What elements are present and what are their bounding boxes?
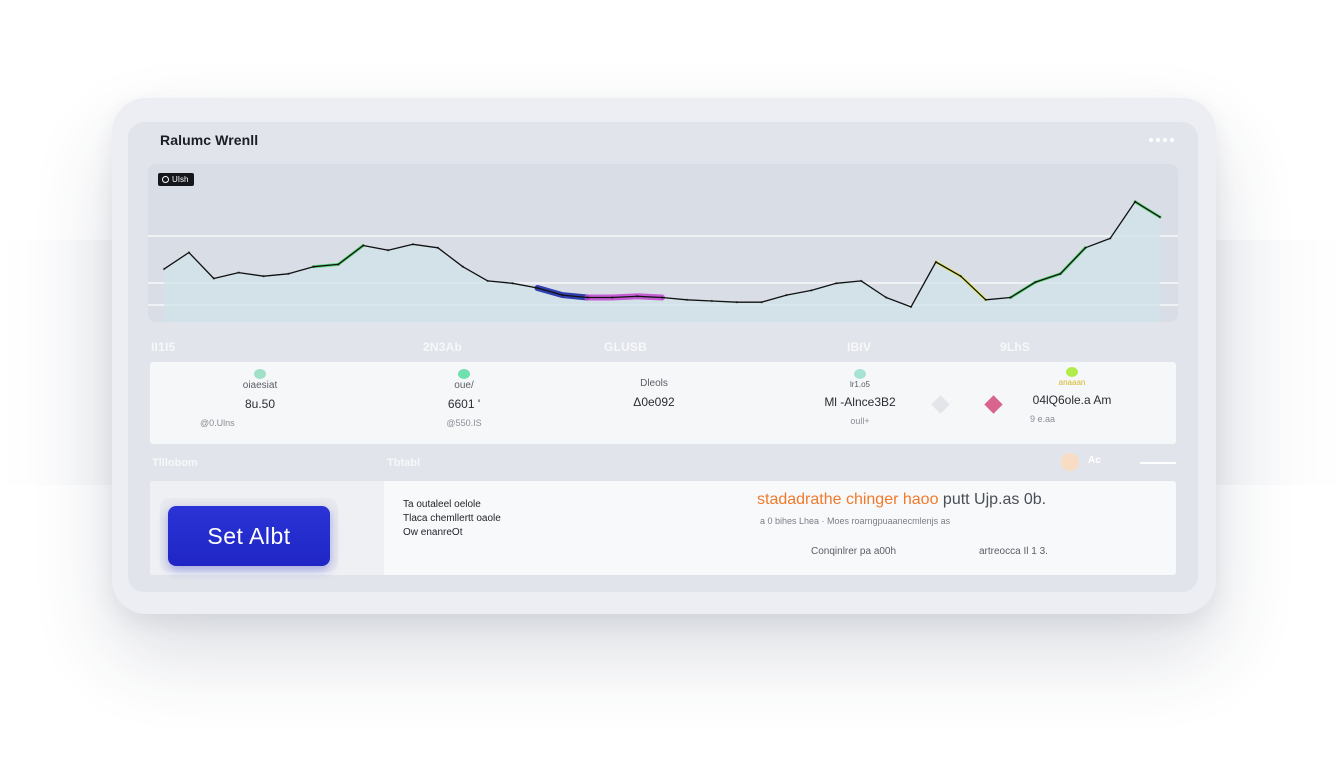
stat-header-4: IBIV bbox=[847, 340, 872, 354]
chart-point bbox=[337, 263, 340, 266]
chart-point bbox=[436, 246, 440, 249]
promo-footer-left[interactable]: Conqinlrer pa a00h bbox=[811, 546, 897, 557]
chart-badge-label: UIsh bbox=[172, 175, 189, 184]
chart-point bbox=[1034, 280, 1037, 284]
chart-point bbox=[934, 260, 938, 264]
stat-value: Ml -Alnce3B2 bbox=[824, 395, 896, 409]
chart-point bbox=[735, 301, 738, 304]
chart-point bbox=[660, 296, 664, 299]
chart-point bbox=[635, 295, 639, 298]
chart-point bbox=[685, 298, 689, 301]
search-icon bbox=[162, 176, 169, 183]
chart-point bbox=[611, 296, 614, 299]
chart-point bbox=[536, 286, 539, 290]
chart-point bbox=[486, 279, 489, 283]
section-header-right: Ac bbox=[1088, 455, 1101, 466]
stat-item-5[interactable]: anaaan 04lQ6ole.a Am 9 e.aa bbox=[1020, 367, 1124, 424]
chart-point bbox=[187, 251, 191, 254]
chart-point bbox=[1059, 272, 1062, 275]
chart-point bbox=[785, 293, 788, 297]
chart-point bbox=[760, 301, 763, 304]
status-dot bbox=[254, 369, 266, 379]
promo-headline: stadadrathe chinger haoo putt Ujp.as 0b. bbox=[757, 491, 1046, 509]
description-line-3: Ow enanreOt bbox=[403, 527, 463, 538]
chart-area-fill bbox=[164, 201, 1160, 322]
chart-point bbox=[362, 244, 365, 247]
stats-card bbox=[150, 362, 1176, 444]
line-chart bbox=[148, 164, 1178, 322]
chart-point bbox=[1109, 237, 1112, 240]
promo-headline-rest: putt Ujp.as 0b. bbox=[942, 491, 1047, 508]
stat-sub: 9 e.aa bbox=[1030, 414, 1056, 424]
chart-point bbox=[312, 265, 315, 268]
chart-point bbox=[162, 267, 166, 271]
stat-label: oue/ bbox=[454, 380, 474, 391]
chart-point bbox=[1084, 246, 1087, 249]
stat-label: anaaan bbox=[1058, 378, 1086, 387]
chart-point bbox=[860, 279, 863, 283]
chart-point bbox=[884, 296, 888, 299]
set-alert-button[interactable]: Set Albt bbox=[168, 506, 330, 566]
toggle-orb[interactable] bbox=[1061, 453, 1079, 471]
chart-point bbox=[511, 282, 514, 285]
chart-point bbox=[386, 249, 390, 252]
chart-point bbox=[710, 299, 713, 303]
section-header-left: Tlllobom bbox=[152, 457, 198, 469]
promo-footer-right[interactable]: artreocca Il 1 3. bbox=[979, 546, 1048, 557]
stat-label: oiaesiat bbox=[242, 380, 278, 391]
status-dot bbox=[1066, 367, 1078, 377]
stat-label: lr1.o5 bbox=[849, 380, 870, 389]
stat-value: 6601 ' bbox=[447, 397, 481, 411]
chart-point bbox=[411, 243, 415, 246]
stat-header-3: GLUSB bbox=[604, 340, 647, 354]
stat-label: Dleols bbox=[640, 378, 668, 389]
chart-point bbox=[810, 289, 813, 292]
chart-point bbox=[212, 277, 215, 280]
stat-value: 8u.50 bbox=[244, 397, 276, 411]
chart-svg bbox=[148, 200, 1178, 322]
stat-item-4[interactable]: lr1.o5 Ml -Alnce3B2 oull+ bbox=[800, 369, 920, 426]
divider bbox=[1140, 462, 1176, 464]
chart-point bbox=[1158, 215, 1162, 219]
chart-point bbox=[959, 275, 962, 278]
chart-point bbox=[561, 293, 564, 297]
more-horizontal-icon[interactable] bbox=[1146, 134, 1176, 146]
chart-point bbox=[461, 265, 464, 268]
stat-item-2[interactable]: oue/ 6601 ' @550.IS bbox=[414, 369, 514, 428]
stat-item-3[interactable]: Dleols Δ0e092 bbox=[614, 378, 694, 409]
description-line-1: Ta outaleel oelole bbox=[403, 499, 481, 510]
promo-headline-accent: stadadrathe chinger haoo bbox=[757, 491, 939, 508]
chart-point bbox=[237, 271, 240, 274]
stat-header-2: 2N3Ab bbox=[423, 340, 463, 354]
chart-point bbox=[1009, 296, 1012, 299]
stat-item-1[interactable]: oiaesiat 8u.50 @0.Ulns bbox=[200, 369, 310, 428]
stat-sub: @0.Ulns bbox=[200, 418, 235, 428]
stat-sub: oull+ bbox=[850, 416, 870, 426]
stat-value: Δ0e092 bbox=[633, 395, 675, 409]
status-dot bbox=[854, 369, 866, 379]
chart-point bbox=[287, 272, 290, 275]
promo-subline: a 0 bihes Lhea · Moes roarngpuaanecmlenj… bbox=[760, 516, 951, 526]
stat-value: 04lQ6ole.a Am bbox=[1032, 393, 1112, 407]
stat-header-1: II1I5 bbox=[151, 340, 176, 354]
stat-header-5: 9LhS bbox=[1000, 340, 1031, 354]
stat-sub: @550.IS bbox=[446, 418, 482, 428]
page-title: Ralumc Wrenll bbox=[160, 132, 259, 148]
chart-point bbox=[262, 275, 265, 278]
chart-point bbox=[1133, 200, 1137, 203]
status-dot bbox=[458, 369, 470, 379]
description-line-2: Tlaca chemllertt oaole bbox=[403, 513, 501, 524]
section-header-mid: Tbtabl bbox=[387, 457, 420, 469]
chart-point bbox=[835, 282, 838, 285]
chart-point bbox=[984, 298, 987, 301]
chart-badge[interactable]: UIsh bbox=[158, 173, 195, 186]
chart-point bbox=[909, 305, 913, 309]
chart-point bbox=[586, 296, 589, 299]
